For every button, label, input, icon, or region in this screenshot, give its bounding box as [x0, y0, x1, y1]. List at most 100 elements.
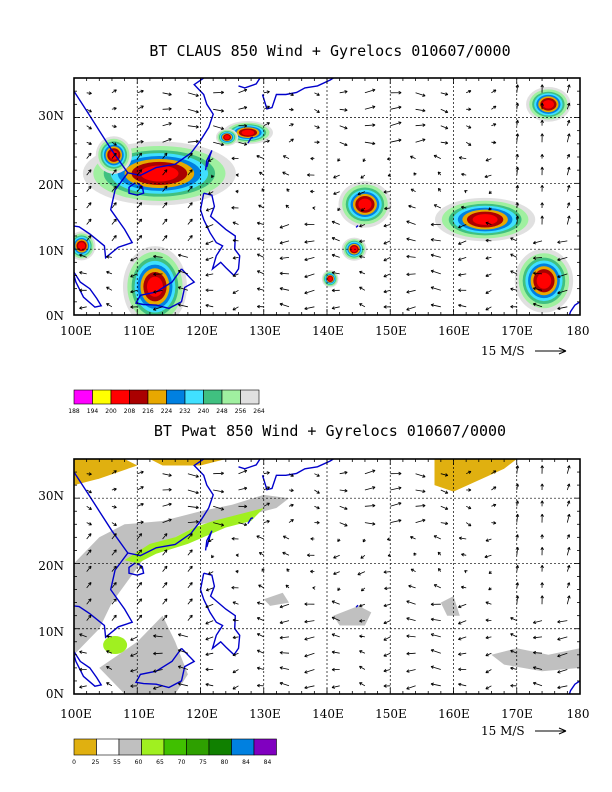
colorbar-label: 200	[105, 408, 117, 415]
wind-arrow	[314, 473, 320, 477]
wind-arrow	[232, 306, 239, 311]
wind-arrow	[408, 584, 416, 589]
wind-arrow	[485, 601, 492, 605]
wind-arrow	[458, 652, 467, 656]
colorbar-label: 264	[253, 408, 265, 415]
wind-arrow	[510, 237, 517, 242]
wind-arrow	[532, 635, 543, 640]
wind-arrow	[458, 288, 467, 292]
wind-arrow	[485, 685, 492, 690]
wind-arrow	[256, 155, 264, 159]
wind-arrow	[238, 106, 248, 110]
wind-arrow	[79, 271, 87, 275]
wind-arrow	[111, 549, 117, 556]
wind-arrow	[205, 224, 214, 229]
wind-arrow	[187, 614, 193, 621]
wind-arrow	[360, 554, 366, 559]
wind-arrow	[238, 124, 248, 128]
wind-arrow	[111, 235, 117, 242]
wind-arrow	[130, 273, 138, 278]
wind-arrow	[491, 89, 497, 94]
wind-arrow	[79, 306, 87, 310]
wind-arrow	[457, 240, 467, 245]
wind-arrow	[566, 546, 571, 556]
wind-arrow	[566, 84, 571, 93]
wind-arrow	[211, 174, 215, 179]
wind-arrow	[86, 565, 92, 572]
wind-arrow	[364, 486, 376, 491]
colorbar: 188 194 200 208 216 224 232 240 248 256 264	[68, 389, 265, 415]
wind-arrow	[304, 306, 315, 311]
wind-arrow	[540, 153, 544, 159]
wind-arrow	[187, 520, 199, 524]
coastline	[247, 517, 254, 524]
wind-arrow	[362, 158, 366, 163]
wind-arrow	[566, 595, 571, 605]
wind-arrow	[540, 513, 544, 523]
wind-arrow	[484, 554, 492, 559]
x-tick-label: 150E	[375, 707, 407, 721]
wind-arrow	[430, 222, 441, 227]
wind-arrow	[458, 536, 467, 541]
wind-arrow	[187, 169, 193, 176]
wind-arrow	[314, 125, 320, 129]
vector-scale-arrow	[535, 347, 567, 355]
wind-arrow	[540, 595, 544, 605]
wind-arrow	[177, 682, 188, 687]
wind-arrow	[331, 253, 340, 258]
wind-arrow	[532, 666, 543, 670]
wind-arrow	[557, 652, 568, 658]
wind-arrow	[258, 584, 264, 589]
wind-arrow	[279, 620, 290, 625]
wind-arrow	[390, 502, 402, 507]
colorbar-swatch	[253, 738, 277, 756]
wind-arrow	[153, 651, 163, 656]
colorbar-label: 248	[216, 408, 228, 415]
wind-arrow	[86, 598, 92, 605]
wind-arrow	[238, 522, 248, 527]
wind-arrow	[86, 185, 92, 192]
wind-arrow	[415, 108, 426, 113]
wind-arrow	[465, 141, 472, 146]
wind-arrow	[359, 682, 366, 687]
wind-arrow	[304, 602, 315, 606]
wind-arrow	[263, 486, 270, 491]
wind-arrow	[213, 522, 225, 527]
wind-arrow	[187, 185, 193, 192]
wind-arrow	[540, 166, 544, 176]
wind-arrow	[111, 487, 117, 492]
wind-arrow	[430, 238, 441, 242]
wind-arrow	[130, 305, 138, 309]
wind-arrow	[383, 620, 391, 625]
wind-arrow	[304, 289, 315, 295]
wind-arrow	[256, 237, 264, 242]
wind-arrow	[232, 618, 239, 622]
wind-arrow	[285, 204, 290, 209]
wind-arrow	[177, 253, 189, 258]
wind-arrow	[79, 288, 87, 293]
coastline	[261, 78, 334, 110]
x-tick-label: 150E	[375, 324, 407, 338]
wind-arrow	[232, 256, 239, 260]
wind-arrow	[515, 500, 520, 507]
wind-arrow	[457, 620, 467, 625]
wind-arrow	[256, 270, 264, 275]
wind-arrow	[458, 667, 467, 672]
colorbar-swatch	[96, 738, 120, 756]
wind-arrow	[515, 166, 520, 176]
wind-arrow	[310, 537, 315, 541]
wind-arrow	[232, 601, 239, 605]
wind-arrow	[515, 582, 519, 588]
wind-arrow	[232, 669, 239, 674]
wind-arrow	[339, 108, 348, 112]
wind-arrow	[386, 157, 391, 161]
wind-arrow	[106, 666, 113, 670]
wind-arrow	[205, 620, 214, 625]
wind-arrow	[413, 172, 417, 176]
wind-arrow	[304, 257, 315, 262]
wind-arrow	[162, 122, 172, 127]
x-tick-label: 100E	[60, 707, 92, 721]
wind-arrow	[510, 617, 517, 621]
wind-arrow	[314, 108, 320, 113]
